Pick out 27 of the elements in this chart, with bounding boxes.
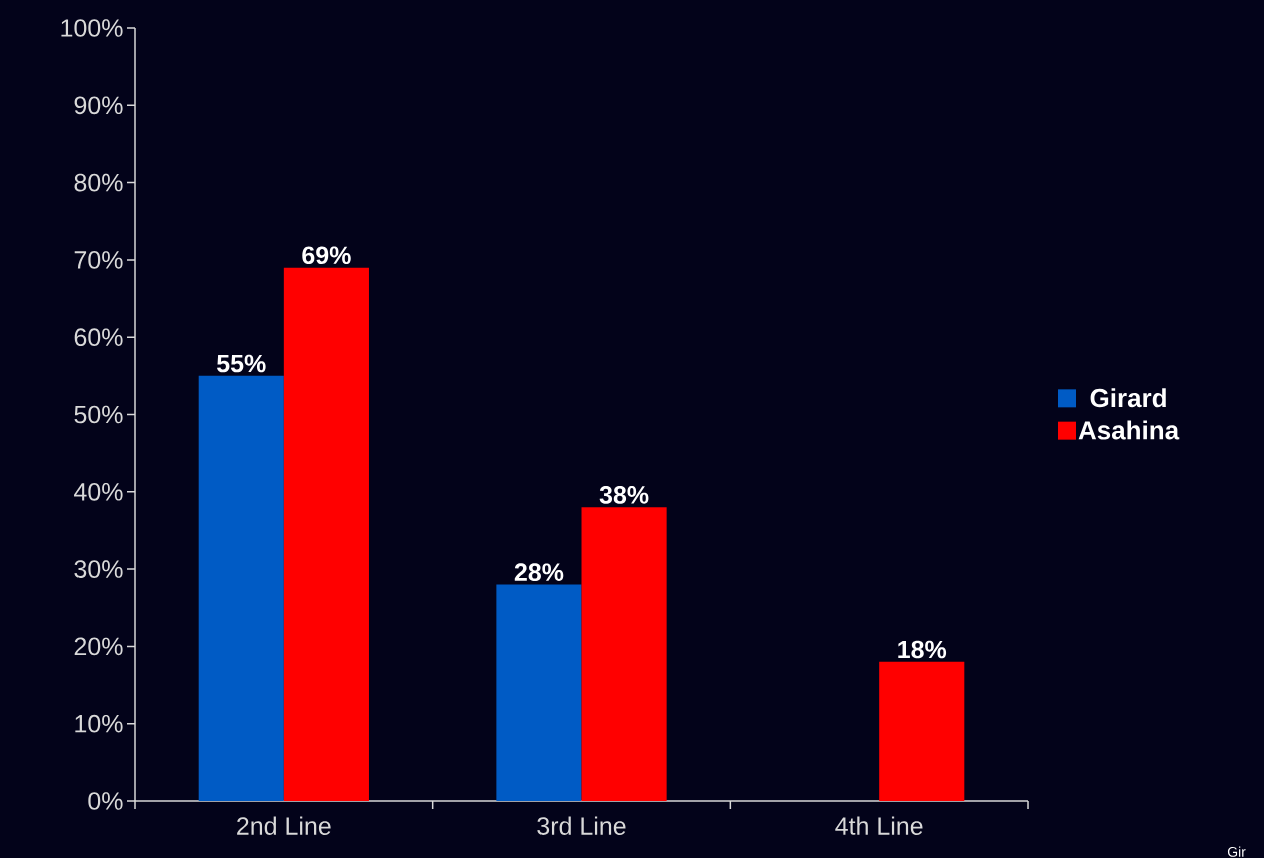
y-tick-label: 0% xyxy=(88,792,123,810)
y-tick-label: 60% xyxy=(74,328,123,347)
text: Gir xyxy=(1227,846,1246,857)
data-label: 69% xyxy=(302,246,351,265)
y-tick-label: 40% xyxy=(74,482,123,501)
x-tick-label: 4th Line xyxy=(835,816,923,835)
data-label: 38% xyxy=(599,486,649,504)
x-tick-label: 3rd Line xyxy=(537,816,626,835)
y-tick-label: 100% xyxy=(61,19,123,37)
y-tick-label: 30% xyxy=(74,560,123,578)
legend-label: Asahina xyxy=(1078,420,1180,440)
data-label: 18% xyxy=(898,640,947,659)
y-tick-label: 90% xyxy=(74,96,123,115)
bar xyxy=(879,661,965,801)
data-label: 55% xyxy=(217,354,266,373)
y-tick-label: 70% xyxy=(74,251,123,269)
legend-label: Girard xyxy=(1090,388,1166,408)
x-tick-label: 2nd Line xyxy=(237,816,331,835)
y-tick-label: 50% xyxy=(74,405,123,424)
bar xyxy=(283,267,369,801)
y-tick-label: 20% xyxy=(74,637,123,656)
y-tick-label: 10% xyxy=(75,714,123,733)
bar xyxy=(581,507,667,801)
y-tick-label: 80% xyxy=(74,173,123,192)
data-label: 28% xyxy=(514,563,564,582)
bar xyxy=(496,584,582,801)
bar xyxy=(198,375,284,801)
